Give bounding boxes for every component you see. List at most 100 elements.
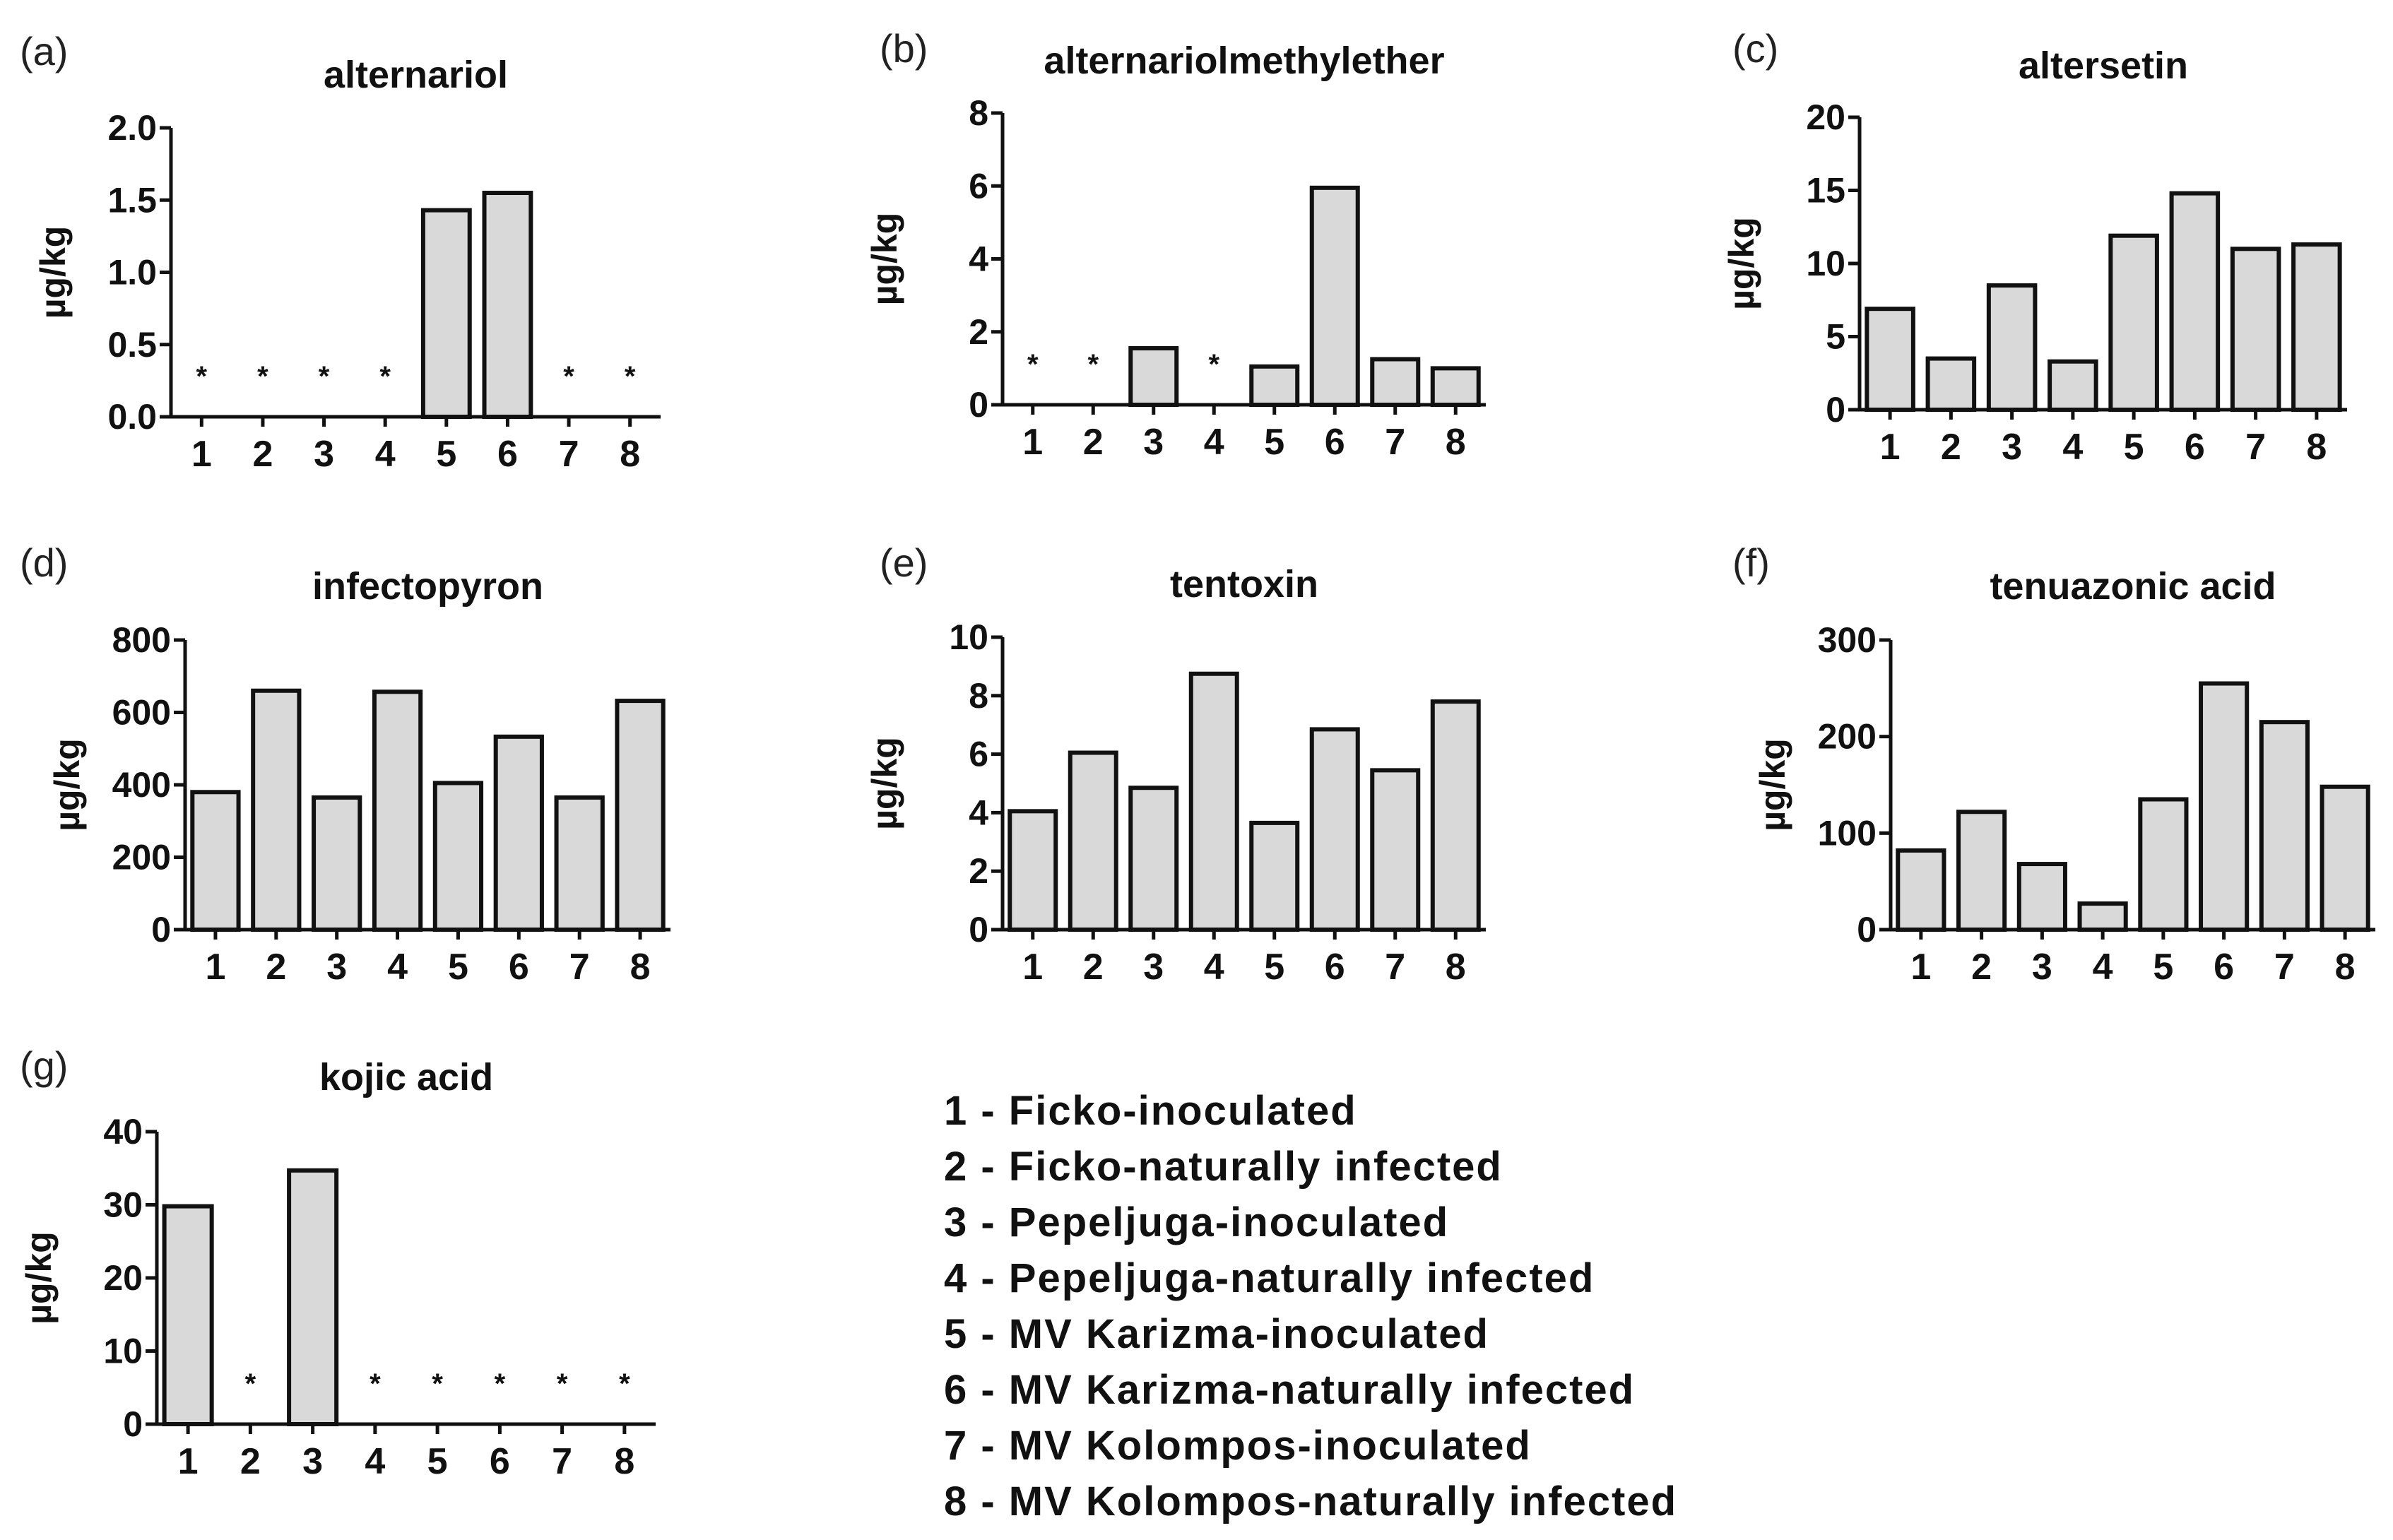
y-axis-label: µg/kg bbox=[865, 213, 904, 306]
x-tick-label: 3 bbox=[2002, 427, 2022, 468]
chart-title: tentoxin bbox=[1170, 563, 1318, 605]
y-tick-label: 1.0 bbox=[107, 253, 157, 292]
not-detected-marker: * bbox=[245, 1368, 256, 1399]
chart-title: altersetin bbox=[2019, 45, 2188, 87]
bar bbox=[420, 208, 472, 419]
x-tick-label: 7 bbox=[1385, 422, 1405, 463]
x-tick-label: 2 bbox=[1083, 947, 1104, 988]
bar bbox=[1128, 345, 1179, 408]
panel-label: (c) bbox=[1732, 26, 1778, 71]
x-tick-label: 4 bbox=[375, 434, 396, 475]
y-tick-label: 0.0 bbox=[107, 397, 157, 437]
x-tick-label: 7 bbox=[2274, 947, 2295, 988]
y-tick-label: 8 bbox=[969, 93, 988, 133]
not-detected-marker: * bbox=[563, 361, 574, 392]
y-axis-label: µg/kg bbox=[47, 738, 87, 831]
legend-item: 6 - MV Karizma-naturally infected bbox=[944, 1367, 1635, 1413]
x-tick-label: 3 bbox=[2032, 947, 2052, 988]
chart-title: infectopyron bbox=[312, 565, 543, 608]
not-detected-marker: * bbox=[257, 361, 268, 392]
panel-label: (g) bbox=[20, 1043, 68, 1088]
bar bbox=[1309, 727, 1360, 932]
y-tick-label: 30 bbox=[103, 1185, 143, 1225]
bar bbox=[2320, 784, 2370, 932]
y-tick-label: 300 bbox=[1818, 620, 1877, 660]
x-tick-label: 4 bbox=[1204, 947, 1224, 988]
x-tick-label: 2 bbox=[1971, 947, 1992, 988]
x-tick-label: 3 bbox=[314, 434, 334, 475]
bar bbox=[2077, 901, 2128, 932]
x-tick-label: 1 bbox=[1022, 947, 1043, 988]
x-tick-label: 5 bbox=[1264, 947, 1284, 988]
x-tick-label: 6 bbox=[2185, 427, 2205, 468]
y-tick-label: 400 bbox=[112, 765, 171, 805]
not-detected-marker: * bbox=[319, 361, 330, 392]
not-detected-marker: * bbox=[557, 1368, 568, 1399]
bar bbox=[2230, 247, 2281, 412]
panel-label: (e) bbox=[880, 540, 928, 585]
x-tick-label: 7 bbox=[552, 1441, 572, 1482]
bar bbox=[432, 781, 484, 932]
x-tick-label: 5 bbox=[2153, 947, 2173, 988]
not-detected-marker: * bbox=[379, 361, 391, 392]
chart-panel-a: (a) alternariol 0.0 0.5 1.0 1.5 2.0 µg/kg 1 * 2 * 3 *… bbox=[20, 29, 661, 475]
bar bbox=[1865, 307, 1915, 413]
legend-item: 4 - Pepeljuga-naturally infected bbox=[944, 1255, 1595, 1301]
x-tick-label: 4 bbox=[2093, 947, 2113, 988]
bar bbox=[162, 1204, 214, 1426]
chart-panel-b: (b) alternariolmethylether 0 2 4 6 8 µg/kg 1 * 2 * 3… bbox=[865, 26, 1486, 463]
x-tick-label: 1 bbox=[1910, 947, 1931, 988]
y-tick-label: 20 bbox=[103, 1258, 143, 1298]
y-tick-label: 2.0 bbox=[107, 108, 157, 148]
x-tick-label: 6 bbox=[509, 947, 529, 988]
x-tick-label: 2 bbox=[1941, 427, 1961, 468]
bar bbox=[1188, 671, 1239, 932]
x-tick-label: 6 bbox=[1325, 947, 1345, 988]
bar bbox=[1925, 356, 1977, 412]
y-tick-label: 0.5 bbox=[107, 325, 157, 365]
x-tick-label: 5 bbox=[436, 434, 456, 475]
bar bbox=[1896, 848, 1946, 932]
chart-title: alternariol bbox=[324, 54, 508, 96]
x-tick-label: 4 bbox=[1204, 422, 1224, 463]
not-detected-marker: * bbox=[196, 361, 208, 392]
y-axis-label: µg/kg bbox=[33, 226, 73, 319]
legend: 1 - Ficko-inoculated 2 - Ficko-naturally … bbox=[944, 1088, 1677, 1524]
bar bbox=[1068, 750, 1118, 932]
y-tick-label: 15 bbox=[1806, 171, 1845, 211]
bar bbox=[1430, 699, 1481, 932]
bar bbox=[2291, 242, 2342, 412]
bar bbox=[1956, 810, 2007, 932]
x-tick-label: 1 bbox=[1880, 427, 1901, 468]
x-tick-label: 4 bbox=[365, 1441, 385, 1482]
y-axis-label: µg/kg bbox=[19, 1231, 59, 1325]
y-tick-label: 10 bbox=[1806, 244, 1845, 283]
x-tick-label: 2 bbox=[240, 1441, 261, 1482]
bar bbox=[190, 790, 241, 932]
chart-title: tenuazonic acid bbox=[1990, 565, 2276, 608]
y-tick-label: 200 bbox=[1818, 717, 1877, 757]
x-tick-label: 3 bbox=[302, 1441, 323, 1482]
x-tick-label: 1 bbox=[205, 947, 225, 988]
x-tick-label: 8 bbox=[2335, 947, 2356, 988]
x-tick-label: 5 bbox=[427, 1441, 448, 1482]
not-detected-marker: * bbox=[495, 1368, 506, 1399]
y-tick-label: 40 bbox=[103, 1112, 143, 1151]
y-tick-label: 0 bbox=[123, 1404, 143, 1444]
bar bbox=[1430, 366, 1481, 407]
x-tick-label: 1 bbox=[178, 1441, 199, 1482]
legend-item: 7 - MV Kolompos-inoculated bbox=[944, 1423, 1532, 1469]
chart-panels: (a) alternariol 0.0 0.5 1.0 1.5 2.0 µg/kg 1 * 2 * 3 *… bbox=[19, 26, 2375, 1482]
x-tick-label: 8 bbox=[614, 1441, 634, 1482]
bar bbox=[493, 734, 544, 932]
legend-item: 8 - MV Kolompos-naturally infected bbox=[944, 1479, 1677, 1524]
y-axis-label: µg/kg bbox=[865, 737, 904, 830]
y-tick-label: 0 bbox=[1826, 390, 1845, 430]
not-detected-marker: * bbox=[625, 361, 636, 392]
x-tick-label: 1 bbox=[191, 434, 212, 475]
not-detected-marker: * bbox=[1027, 349, 1039, 380]
panel-label: (b) bbox=[880, 26, 928, 71]
chart-title: alternariolmethylether bbox=[1044, 40, 1444, 82]
y-tick-label: 2 bbox=[969, 851, 988, 891]
